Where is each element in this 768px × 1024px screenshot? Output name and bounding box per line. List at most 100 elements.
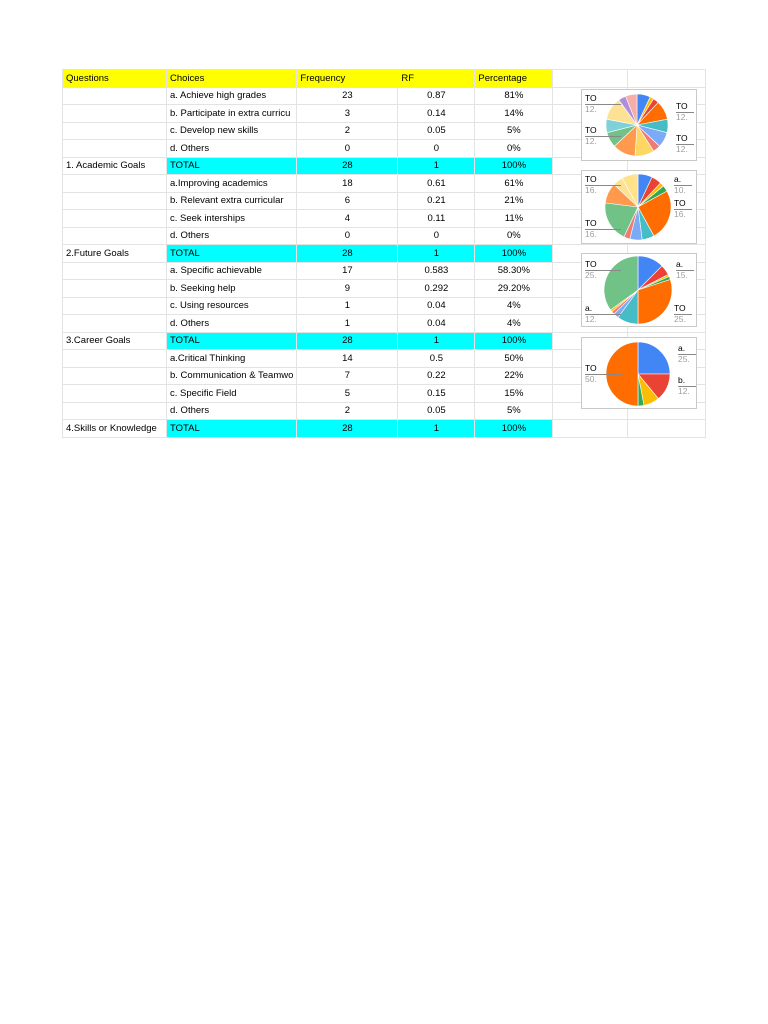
frequency-cell[interactable]: 6 xyxy=(296,191,399,210)
percentage-cell[interactable]: 58.30% xyxy=(474,261,554,280)
frequency-cell[interactable]: 14 xyxy=(296,349,399,368)
empty-cell[interactable] xyxy=(552,69,629,88)
total-percentage[interactable]: 100% xyxy=(474,156,554,175)
frequency-cell[interactable]: 23 xyxy=(296,86,399,105)
header-choices[interactable]: Choices xyxy=(165,69,298,88)
choice-cell[interactable]: d. Others xyxy=(165,139,298,158)
question-label[interactable]: 1. Academic Goals xyxy=(62,156,167,175)
total-rf[interactable]: 1 xyxy=(397,419,476,438)
question-cell[interactable] xyxy=(62,209,167,228)
frequency-cell[interactable]: 4 xyxy=(296,209,399,228)
frequency-cell[interactable]: 3 xyxy=(296,104,399,123)
percentage-cell[interactable]: 0% xyxy=(474,226,554,245)
total-rf[interactable]: 1 xyxy=(397,156,476,175)
rf-cell[interactable]: 0.22 xyxy=(397,366,476,385)
header-percentage[interactable]: Percentage xyxy=(474,69,554,88)
rf-cell[interactable]: 0.21 xyxy=(397,191,476,210)
rf-cell[interactable]: 0.292 xyxy=(397,279,476,298)
percentage-cell[interactable]: 22% xyxy=(474,366,554,385)
rf-cell[interactable]: 0.05 xyxy=(397,401,476,420)
choice-cell[interactable]: c. Develop new skills xyxy=(165,121,298,140)
percentage-cell[interactable]: 21% xyxy=(474,191,554,210)
choice-cell[interactable]: d. Others xyxy=(165,226,298,245)
total-label[interactable]: TOTAL xyxy=(165,331,298,350)
percentage-cell[interactable]: 4% xyxy=(474,296,554,315)
question-cell[interactable] xyxy=(62,279,167,298)
percentage-cell[interactable]: 11% xyxy=(474,209,554,228)
rf-cell[interactable]: 0 xyxy=(397,226,476,245)
percentage-cell[interactable]: 61% xyxy=(474,174,554,193)
percentage-cell[interactable]: 4% xyxy=(474,314,554,333)
rf-cell[interactable]: 0.15 xyxy=(397,384,476,403)
rf-cell[interactable]: 0.583 xyxy=(397,261,476,280)
frequency-cell[interactable]: 1 xyxy=(296,296,399,315)
frequency-cell[interactable]: 5 xyxy=(296,384,399,403)
choice-cell[interactable]: a.Critical Thinking xyxy=(165,349,298,368)
percentage-cell[interactable]: 29.20% xyxy=(474,279,554,298)
choice-cell[interactable]: d. Others xyxy=(165,401,298,420)
total-percentage[interactable]: 100% xyxy=(474,419,554,438)
total-percentage[interactable]: 100% xyxy=(474,331,554,350)
pie-chart-skills-knowledge[interactable]: a. 25. TO 50. b. 12. xyxy=(581,337,697,409)
frequency-cell[interactable]: 7 xyxy=(296,366,399,385)
total-rf[interactable]: 1 xyxy=(397,331,476,350)
choice-cell[interactable]: a. Achieve high grades xyxy=(165,86,298,105)
rf-cell[interactable]: 0.5 xyxy=(397,349,476,368)
pie-chart-career-goals[interactable]: TO 25. a. 15. a. 12. TO 25. xyxy=(581,253,697,327)
question-cell[interactable] xyxy=(62,191,167,210)
frequency-cell[interactable]: 2 xyxy=(296,401,399,420)
question-cell[interactable] xyxy=(62,296,167,315)
question-cell[interactable] xyxy=(62,226,167,245)
empty-cell[interactable] xyxy=(627,69,707,88)
rf-cell[interactable]: 0.14 xyxy=(397,104,476,123)
choice-cell[interactable]: c. Using resources xyxy=(165,296,298,315)
question-cell[interactable] xyxy=(62,366,167,385)
frequency-cell[interactable]: 18 xyxy=(296,174,399,193)
choice-cell[interactable]: b. Seeking help xyxy=(165,279,298,298)
total-label[interactable]: TOTAL xyxy=(165,419,298,438)
frequency-cell[interactable]: 2 xyxy=(296,121,399,140)
rf-cell[interactable]: 0.04 xyxy=(397,296,476,315)
total-label[interactable]: TOTAL xyxy=(165,156,298,175)
frequency-cell[interactable]: 0 xyxy=(296,226,399,245)
rf-cell[interactable]: 0.87 xyxy=(397,86,476,105)
question-cell[interactable] xyxy=(62,349,167,368)
rf-cell[interactable]: 0.05 xyxy=(397,121,476,140)
total-percentage[interactable]: 100% xyxy=(474,244,554,263)
choice-cell[interactable]: c. Seek interships xyxy=(165,209,298,228)
pie-chart-academic-goals[interactable]: TO 12. TO 12. TO 12. TO 12. xyxy=(581,89,697,161)
question-cell[interactable] xyxy=(62,314,167,333)
question-label[interactable]: 2.Future Goals xyxy=(62,244,167,263)
percentage-cell[interactable]: 14% xyxy=(474,104,554,123)
total-frequency[interactable]: 28 xyxy=(296,331,399,350)
percentage-cell[interactable]: 50% xyxy=(474,349,554,368)
choice-cell[interactable]: d. Others xyxy=(165,314,298,333)
empty-cell[interactable] xyxy=(552,419,629,438)
header-rf[interactable]: RF xyxy=(397,69,476,88)
percentage-cell[interactable]: 5% xyxy=(474,121,554,140)
header-frequency[interactable]: Frequency xyxy=(296,69,399,88)
question-cell[interactable] xyxy=(62,104,167,123)
total-frequency[interactable]: 28 xyxy=(296,244,399,263)
question-cell[interactable] xyxy=(62,401,167,420)
empty-cell[interactable] xyxy=(627,419,707,438)
percentage-cell[interactable]: 15% xyxy=(474,384,554,403)
question-label[interactable]: 3.Career Goals xyxy=(62,331,167,350)
question-cell[interactable] xyxy=(62,86,167,105)
pie-chart-future-goals[interactable]: TO 16. a. 10. TO 16. TO 16. xyxy=(581,170,697,244)
total-label[interactable]: TOTAL xyxy=(165,244,298,263)
question-cell[interactable] xyxy=(62,174,167,193)
choice-cell[interactable]: c. Specific Field xyxy=(165,384,298,403)
choice-cell[interactable]: b. Participate in extra curricu xyxy=(165,104,298,123)
rf-cell[interactable]: 0.04 xyxy=(397,314,476,333)
frequency-cell[interactable]: 9 xyxy=(296,279,399,298)
frequency-cell[interactable]: 1 xyxy=(296,314,399,333)
question-cell[interactable] xyxy=(62,261,167,280)
percentage-cell[interactable]: 0% xyxy=(474,139,554,158)
choice-cell[interactable]: a.Improving academics xyxy=(165,174,298,193)
question-cell[interactable] xyxy=(62,121,167,140)
total-rf[interactable]: 1 xyxy=(397,244,476,263)
question-cell[interactable] xyxy=(62,139,167,158)
frequency-cell[interactable]: 0 xyxy=(296,139,399,158)
frequency-cell[interactable]: 17 xyxy=(296,261,399,280)
